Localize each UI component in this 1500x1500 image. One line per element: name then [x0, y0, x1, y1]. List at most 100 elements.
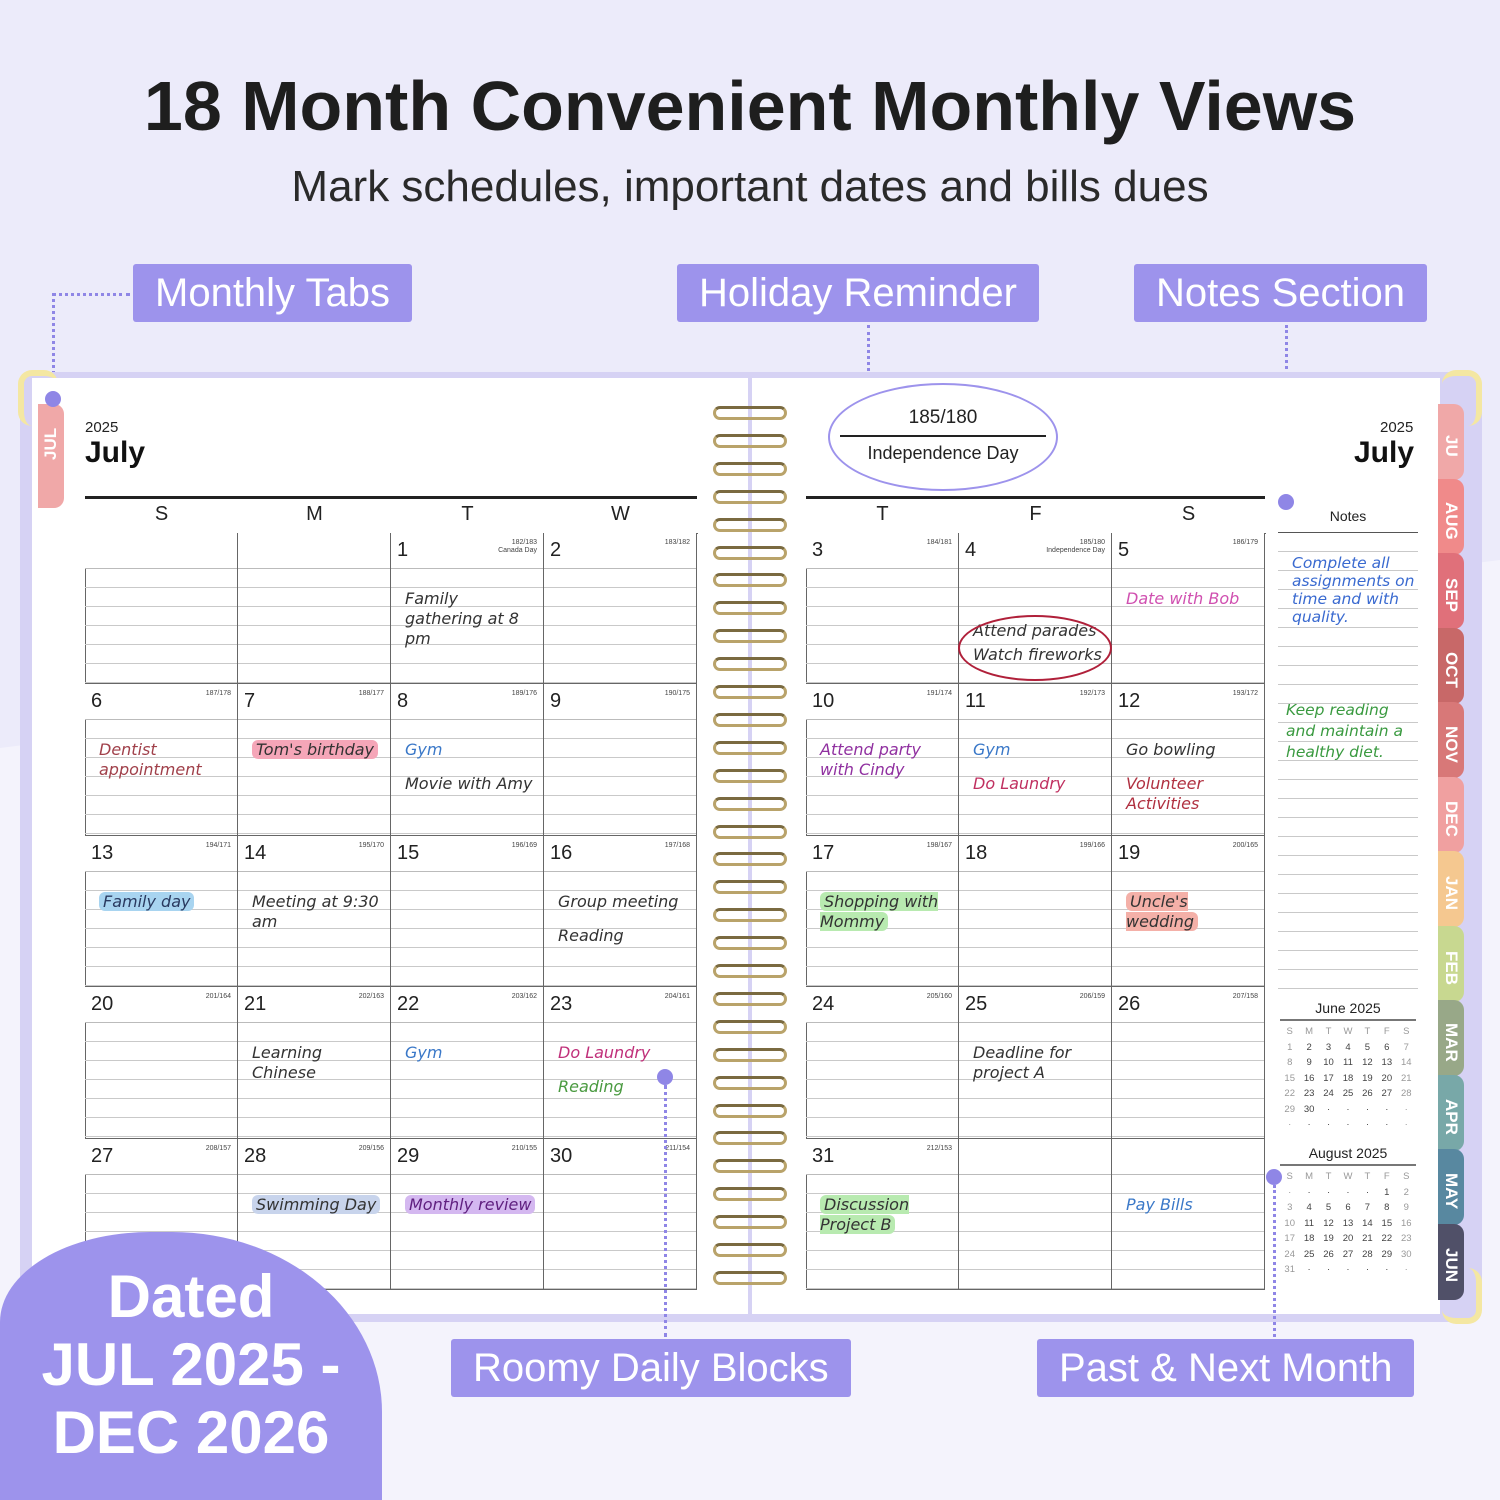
day-cell[interactable]: 1 182/183 Canada Day Family gathering at 8 …	[391, 533, 544, 685]
cell-notes: Gym Do Laundry	[973, 740, 1105, 808]
day-cell[interactable]: 24 205/160	[806, 987, 959, 1139]
day-cell[interactable]: 14 195/170 Meeting at 9:30 am	[238, 835, 391, 988]
tab-sep[interactable]: SEP	[1438, 553, 1464, 629]
day-number: 5	[1118, 539, 1130, 561]
tab-dec[interactable]: DEC	[1438, 776, 1464, 853]
day-cell[interactable]: 2 183/182	[544, 533, 697, 685]
day-cell[interactable]: 12 193/172 Go bowling Volunteer Activities	[1112, 684, 1265, 836]
tab-may[interactable]: MAY	[1438, 1149, 1464, 1225]
day-cell[interactable]: 31 212/153 Discussion Project B	[806, 1138, 959, 1290]
note: Gym	[405, 1043, 537, 1063]
note-line	[1278, 913, 1418, 932]
mini-day: 9	[1306, 1057, 1312, 1069]
cell-notes: Dentist appointment	[99, 740, 231, 794]
right-year: 2025	[1380, 419, 1414, 436]
note-text: Go bowling	[1126, 740, 1216, 760]
cell-header-area	[238, 533, 390, 569]
tab-oct[interactable]: OCT	[1438, 627, 1464, 704]
day-cell[interactable]	[959, 1138, 1112, 1290]
day-cell[interactable]: 29 210/155 Monthly review	[391, 1138, 544, 1290]
day-cell[interactable]: 23 204/161 Do Laundry Reading	[544, 987, 697, 1139]
day-number: 4	[965, 539, 977, 561]
cell-notes: Go bowling Volunteer Activities	[1126, 740, 1258, 828]
note-text: Reading	[558, 925, 624, 945]
mini-day: 14	[1400, 1057, 1412, 1069]
day-cell[interactable]: 6 187/178 Dentist appointment	[85, 684, 238, 836]
tab-aug[interactable]: AUG	[1438, 478, 1464, 555]
tab-jan[interactable]: JAN	[1438, 851, 1464, 927]
day-cell[interactable]: 3 184/181	[806, 533, 959, 685]
spiral-coil	[713, 880, 787, 895]
mini-calendar-table: S M T W T F S 1 2 3 4 5 6 7 8 9 10 11 12 13 14 15 16 17 18 19 20 21…	[1280, 1024, 1416, 1133]
tab-nov[interactable]: NOV	[1438, 702, 1464, 778]
note-line	[1278, 951, 1418, 970]
note-line	[1278, 533, 1418, 552]
callout-doy: 185/180	[908, 407, 978, 428]
cell-header-area	[85, 533, 237, 569]
weekday: S	[1403, 1171, 1410, 1183]
mini-calendar-title: August 2025	[1280, 1145, 1416, 1166]
tab-apr[interactable]: APR	[1438, 1074, 1464, 1151]
day-cell[interactable]: 5 186/179 Date with Bob	[1112, 533, 1265, 685]
day-cell[interactable]: 18 199/166	[959, 835, 1112, 988]
weekday-header: W	[611, 503, 630, 525]
badge-line: Dated	[107, 1263, 275, 1330]
day-cell[interactable]: 10 191/174 Attend party with Cindy	[806, 684, 959, 836]
spiral-coil	[713, 852, 787, 867]
week-row: 22 23 24 25 26 27 28	[1280, 1086, 1416, 1102]
note: Go bowling	[1126, 740, 1258, 760]
mini-day: 25	[1303, 1248, 1315, 1260]
note: Monthly review	[405, 1194, 537, 1215]
day-number: 7	[244, 690, 256, 713]
notes-lines[interactable]	[1278, 533, 1418, 989]
day-cell[interactable]: 22 203/162 Gym	[391, 987, 544, 1139]
day-cell[interactable]: 20 201/164	[85, 987, 238, 1139]
corner-protector	[18, 370, 58, 426]
cell-header-area	[544, 684, 696, 721]
pin-dot	[45, 391, 61, 407]
tab-feb[interactable]: FEB	[1438, 925, 1464, 1002]
tab-mar[interactable]: MAR	[1438, 1000, 1464, 1076]
day-cell[interactable]: 9 190/175	[544, 684, 697, 836]
day-cell[interactable]: 17 198/167 Shopping with Mommy	[806, 835, 959, 988]
mini-day: 15	[1284, 1072, 1295, 1084]
spiral-coil	[713, 657, 787, 672]
day-of-year: 209/156	[359, 1145, 384, 1153]
label-notes-section: Notes Section	[1134, 264, 1428, 322]
day-of-year-count: 193/172	[1232, 690, 1258, 698]
day-cell[interactable]: 8 189/176 Gym Movie with Amy	[391, 684, 544, 836]
note-line	[1278, 837, 1418, 856]
mini-day: 12	[1362, 1057, 1373, 1069]
note-line	[1278, 552, 1418, 571]
day-cell[interactable]: 15 196/169	[391, 835, 544, 988]
mini-day: 9	[1403, 1202, 1409, 1214]
day-number: 16	[550, 841, 573, 864]
day-cell[interactable]: 21 202/163 Learning Chinese	[238, 987, 391, 1139]
spiral-coil	[713, 489, 787, 504]
spiral-coil	[713, 796, 787, 811]
day-cell[interactable]: 7 188/177 Tom's birthday	[238, 684, 391, 836]
cell-header-area	[1112, 533, 1264, 569]
day-cell[interactable]: 26 207/158	[1112, 987, 1265, 1139]
day-cell[interactable]: 25 206/159 Deadline for project A	[959, 987, 1112, 1139]
day-cell[interactable]	[85, 533, 238, 685]
day-cell[interactable]: 11 192/173 Gym Do Laundry	[959, 684, 1112, 836]
spiral-coil	[713, 517, 787, 532]
tab-ju[interactable]: JU	[1438, 404, 1464, 480]
day-cell[interactable]: 13 194/171 Family day	[85, 835, 238, 988]
spiral-coil	[713, 936, 787, 951]
day-cell[interactable]: 19 200/165 Uncle's wedding	[1112, 835, 1265, 988]
day-cell[interactable]: 30 211/154	[544, 1138, 697, 1290]
mini-day: 14	[1362, 1217, 1373, 1229]
mini-day: 27	[1381, 1088, 1393, 1100]
tab-jul-left[interactable]: JUL	[38, 404, 64, 508]
cell-notes: Group meeting Reading	[558, 892, 690, 960]
tab-jun[interactable]: JUN	[1438, 1223, 1464, 1300]
mini-day: 17	[1284, 1233, 1295, 1245]
day-cell[interactable]	[238, 533, 391, 685]
day-cell[interactable]: Pay Bills	[1112, 1138, 1265, 1290]
mini-calendar-august: August 2025 S M T W T F S · · · · · 1 2 3 4 5 6 7 8 9 10 11 12 13…	[1280, 1145, 1416, 1278]
header-rule	[806, 496, 1265, 499]
mini-day: 29	[1381, 1248, 1393, 1260]
day-cell[interactable]: 16 197/168 Group meeting Reading	[544, 835, 697, 988]
